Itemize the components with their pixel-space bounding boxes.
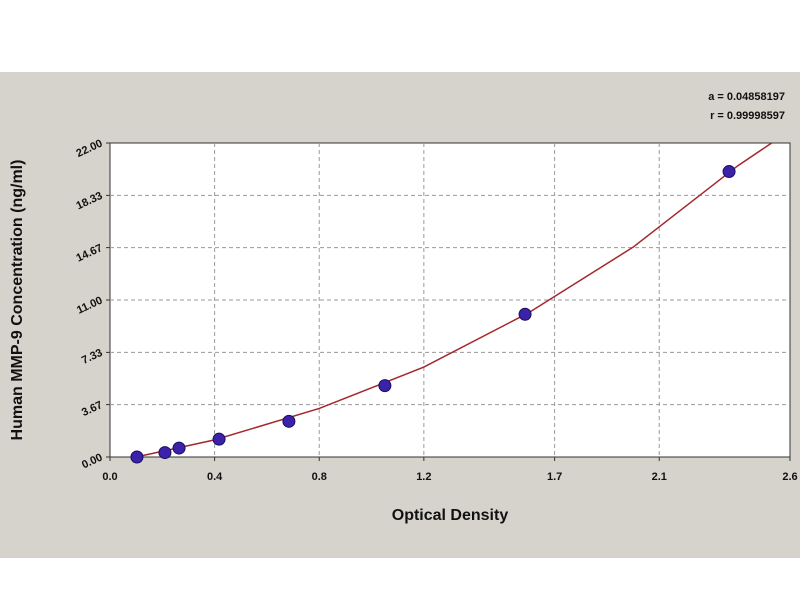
y-axis-label: Human MMP-9 Concentration (ng/ml) bbox=[9, 160, 26, 441]
fit-curve bbox=[135, 142, 773, 458]
x-axis-label: Optical Density bbox=[392, 507, 509, 524]
x-tick-label: 1.7 bbox=[547, 471, 562, 483]
data-point bbox=[282, 414, 296, 428]
x-tick-label: 2.1 bbox=[652, 471, 667, 483]
x-tick-label: 1.2 bbox=[416, 471, 431, 483]
data-point bbox=[722, 165, 736, 179]
x-tick-label: 0.4 bbox=[207, 471, 223, 483]
data-point bbox=[212, 432, 226, 446]
annotation: r = 0.99998597 bbox=[710, 110, 785, 122]
x-tick-label: 0.8 bbox=[312, 471, 327, 483]
data-point bbox=[158, 446, 172, 460]
data-point bbox=[172, 441, 186, 455]
x-tick-label: 2.6 bbox=[782, 471, 797, 483]
x-tick-label: 0.0 bbox=[102, 471, 117, 483]
data-point bbox=[130, 450, 144, 464]
data-point bbox=[378, 379, 392, 393]
data-point bbox=[518, 307, 532, 321]
annotation: a = 0.04858197 bbox=[708, 91, 785, 103]
